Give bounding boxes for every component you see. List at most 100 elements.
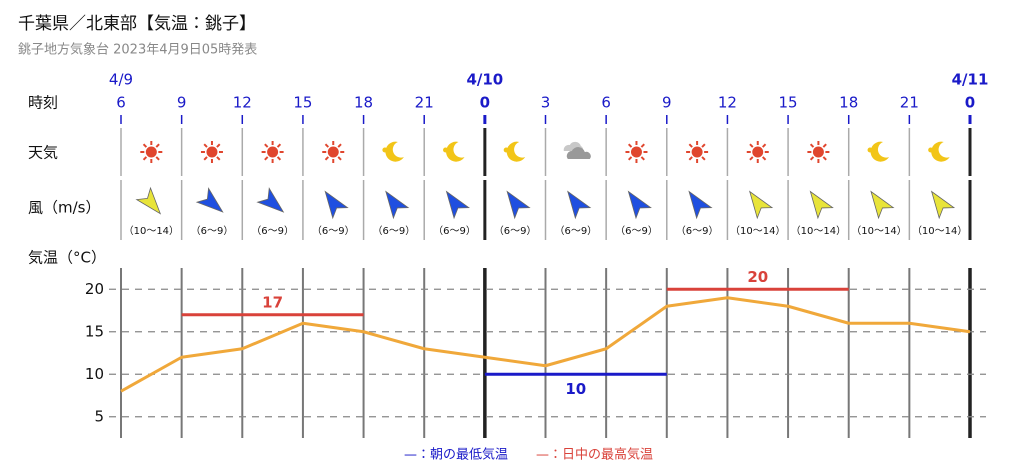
wind-label: （10〜14） [851,225,906,237]
subtitle: 銚子地方気象台 2023年4月9日05時発表 [18,42,257,58]
x-tick-label: 6 [601,94,611,112]
sun-ray [203,156,208,161]
wind-label: （6〜9） [615,225,658,237]
band-label: 17 [262,293,283,311]
sun-disc [691,146,703,158]
wind-arrow [870,190,895,220]
x-tick-label: 12 [718,94,737,112]
sun-disc [327,146,339,158]
x-tick-label: 12 [233,94,252,112]
y-tick-label: 10 [85,365,104,383]
sun-ray [324,156,330,161]
weather-icon [200,141,223,163]
moon [385,141,404,162]
wind-label: （6〜9） [191,225,234,237]
wind-label: （6〜9） [433,225,476,237]
temperature-line [120,296,971,393]
wind-arrow [385,190,410,220]
sun-ray [761,156,767,161]
x-tick-label: 3 [541,94,551,112]
sun-ray [701,156,706,161]
y-tick-label: 15 [85,322,104,340]
x-tick-label: 15 [779,94,798,112]
sun-ray [216,143,221,148]
wind-arrow [445,190,470,220]
weather-icon [563,141,591,159]
wind-arrow [749,190,774,220]
wind-label: （6〜9） [676,225,719,237]
x-tick-label: 15 [293,94,312,112]
cloud-front [566,147,591,159]
row-label: 天気 [28,144,58,162]
x-tick-label: 21 [415,94,434,112]
sun-disc [752,146,764,158]
sun-ray [809,156,815,161]
weather-icon [746,141,769,163]
sun-ray [276,156,282,161]
star [867,147,873,153]
moon [506,141,526,162]
x-tick-label: 18 [354,94,373,112]
sun-ray [142,143,148,148]
band-label: 20 [747,268,768,286]
sun-ray [627,156,633,161]
sun-ray [324,143,330,148]
x-tick-label: 9 [177,94,187,112]
star [503,147,509,153]
weather-icon [625,141,648,163]
x-tick-label: 0 [965,94,975,112]
sun-ray [822,156,827,161]
sun-ray [264,156,269,161]
weather-icon [503,141,526,162]
wind-arrow [135,186,162,215]
sun-disc [267,146,279,158]
x-tick-label: 18 [839,94,858,112]
y-axis-label: 気温（°C） [28,249,106,267]
sun-ray [822,143,827,148]
title: 千葉県／北東部【気温：銚子】 [18,14,256,34]
sun-ray [701,143,706,148]
sun-ray [627,143,633,148]
sun-ray [809,143,815,148]
wind-label: （10〜14） [791,225,846,237]
sun-ray [640,143,645,148]
wind-label: （6〜9） [554,225,597,237]
y-tick-label: 5 [94,407,104,425]
weather-icon [443,141,465,162]
legend-entry: —：朝の最低気温 [404,447,508,463]
x-tick-label: 9 [662,94,672,112]
date-label: 4/11 [952,71,989,89]
weather-icon [928,141,950,162]
sun-ray [761,143,767,148]
weather-icon [140,141,163,163]
weather-icon [261,141,284,163]
weather-icon [322,141,345,163]
wind-arrow [688,190,713,220]
wind-arrow [627,190,652,220]
wind-label: （6〜9） [494,225,537,237]
wind-arrow [809,190,834,220]
y-tick-label: 20 [85,280,104,298]
star [928,147,934,153]
wind-arrow [567,190,592,220]
sun-ray [749,143,754,148]
star [382,147,388,153]
sun-ray [337,156,342,161]
wind-label: （10〜14） [912,225,967,237]
wind-label: （6〜9） [312,225,355,237]
sun-ray [688,156,693,161]
legend-entry: —：日中の最高気温 [536,447,653,463]
wind-label: （10〜14） [730,225,785,237]
sun-ray [155,143,160,148]
sun-ray [142,156,148,161]
sun-disc [812,146,824,158]
weather-icon [382,141,404,162]
sun-ray [203,143,208,148]
moon [446,141,465,162]
sun-disc [630,146,642,158]
moon [931,141,950,162]
wind-label: （6〜9） [373,225,416,237]
wind-arrow [195,187,224,213]
band-label: 10 [565,380,586,398]
wind-arrow [324,190,349,220]
